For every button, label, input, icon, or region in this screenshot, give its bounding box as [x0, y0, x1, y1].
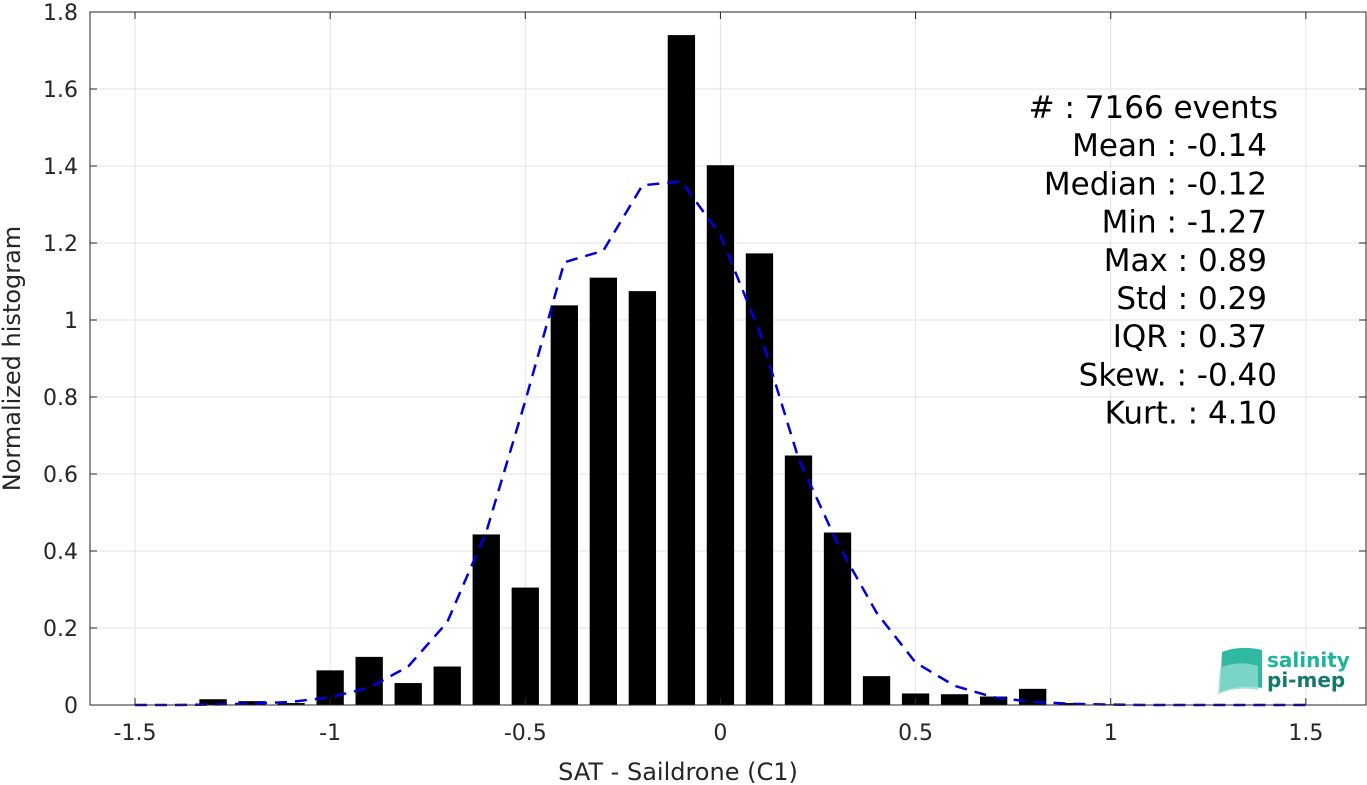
x-tick-label: -1 — [319, 721, 341, 746]
y-tick-label: 0.8 — [43, 386, 78, 411]
y-tick-label: 0.4 — [43, 540, 78, 565]
stat-line: Max : 0.89 — [1104, 243, 1267, 279]
stat-line: Mean : -0.14 — [1072, 128, 1267, 164]
histogram-bar — [199, 699, 227, 705]
histogram-bar — [940, 694, 969, 705]
histogram-bar — [589, 277, 618, 705]
x-tick-label: 0.5 — [898, 721, 933, 746]
logo-text-salinity: salinity — [1267, 648, 1350, 672]
logo-text-pimep: pi-mep — [1267, 668, 1345, 692]
histogram-bar — [550, 305, 578, 705]
y-tick-label: 1.2 — [43, 232, 78, 257]
histogram-bar — [784, 455, 813, 705]
stat-line: Skew. : -0.40 — [1079, 357, 1277, 393]
histogram-bar — [862, 676, 891, 705]
x-tick-label: -1.5 — [114, 721, 157, 746]
histogram-bar — [433, 666, 461, 705]
x-axis-label: SAT - Saildrone (C1) — [558, 758, 798, 785]
histogram-bar — [1018, 688, 1047, 705]
stat-line: # : 7166 events — [1029, 90, 1278, 126]
y-tick-label: 1 — [64, 309, 78, 334]
y-axis-label: Normalized histogram — [0, 226, 26, 491]
stat-line: Median : -0.12 — [1044, 166, 1267, 202]
y-tick-label: 1.8 — [43, 1, 78, 26]
histogram-bar — [238, 701, 266, 705]
stat-line: Std : 0.29 — [1116, 281, 1267, 317]
histogram-bar — [355, 656, 383, 705]
axis-ticks: -1.5 -1 -0.5 0 0.5 1 1.5 0 0.2 0.4 0.6 0.8 1 1.2 1.4 1.… — [43, 1, 1366, 746]
y-tick-label: 0.2 — [43, 617, 78, 642]
stat-line: IQR : 0.37 — [1113, 319, 1267, 355]
salinity-pi-mep-logo: salinity pi-mep — [1218, 647, 1350, 694]
histogram-bar — [706, 165, 735, 706]
y-tick-label: 0 — [64, 694, 78, 719]
histogram-bar — [472, 534, 500, 705]
x-tick-label: 1.5 — [1288, 721, 1323, 746]
histogram-bar — [979, 696, 1008, 705]
y-tick-label: 1.4 — [43, 155, 78, 180]
stat-line: Kurt. : 4.10 — [1105, 396, 1277, 432]
fit-line — [135, 180, 1306, 707]
x-tick-label: 0 — [713, 721, 727, 746]
histogram-bar — [667, 35, 696, 706]
histogram-bar — [394, 683, 422, 705]
logo-wave-icon-shade — [1218, 663, 1258, 694]
histogram-bar — [511, 587, 539, 705]
x-tick-label: -0.5 — [504, 721, 547, 746]
histogram-bar — [628, 291, 657, 705]
stat-line: Min : -1.27 — [1102, 205, 1267, 241]
y-tick-label: 1.6 — [43, 78, 78, 103]
histogram-bar — [1058, 703, 1086, 705]
axes-frame — [89, 11, 1367, 706]
fit-curve — [135, 180, 1306, 707]
y-tick-label: 0.6 — [43, 463, 78, 488]
histogram-bar — [745, 253, 774, 705]
histogram-bars — [199, 35, 1125, 706]
x-tick-label: 1 — [1104, 721, 1118, 746]
histogram-bar — [277, 703, 305, 705]
